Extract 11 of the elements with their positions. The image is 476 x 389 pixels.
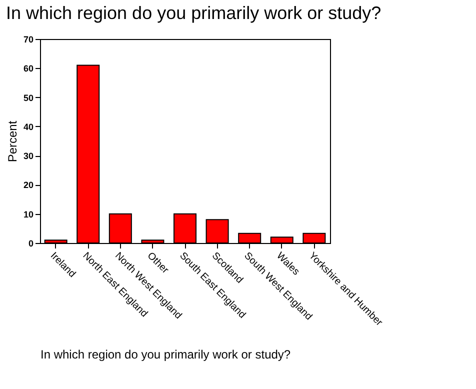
y-tick-label: 70 [23, 34, 34, 44]
x-axis-title: In which region do you primarily work or study? [40, 348, 291, 362]
y-tick-label: 40 [23, 122, 34, 132]
y-tick-label: 30 [23, 151, 34, 162]
y-tick-label: 60 [23, 64, 34, 74]
y-tick-label: 20 [23, 180, 34, 190]
y-axis-title: Percent [5, 120, 20, 162]
y-tick-label: 0 [28, 238, 34, 248]
y-tick-label: 50 [23, 92, 34, 103]
chart-title: In which region do you primarily work or study? [6, 3, 382, 23]
y-tick-label: 10 [23, 209, 34, 220]
